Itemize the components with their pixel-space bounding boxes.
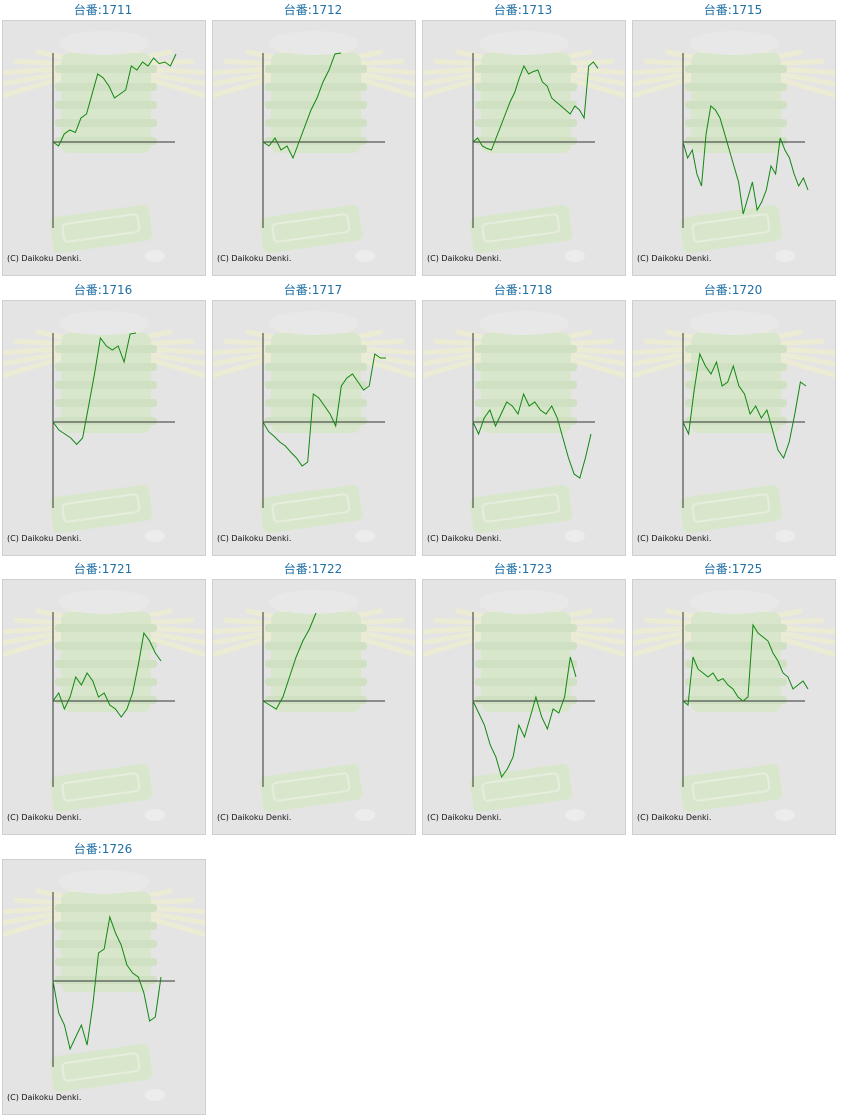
background-art [633, 31, 835, 262]
chart-title[interactable]: 台番:1720 [703, 282, 763, 297]
series-line [52, 914, 162, 1051]
copyright-text: (C) Daikoku Denki. [427, 813, 502, 822]
chart-svg [423, 310, 625, 542]
copyright-text: (C) Daikoku Denki. [427, 533, 502, 543]
machine-chart: 台番:1712 (C) Daikoku Denki. [210, 0, 416, 279]
chart-frame: (C) Daikoku Denki. [632, 20, 836, 276]
background-art [633, 590, 835, 821]
background-art [213, 31, 415, 262]
machine-chart: 台番:1723 (C) Daikoku Denki. [420, 559, 626, 838]
background-art [423, 310, 625, 542]
machine-chart: 台番:1715 (C) Daikoku Denki. [630, 0, 836, 279]
background-art [633, 310, 835, 542]
chart-svg [423, 590, 625, 821]
background-art [423, 31, 625, 262]
copyright-text: (C) Daikoku Denki. [7, 1092, 82, 1102]
background-art [3, 310, 205, 542]
copyright-text: (C) Daikoku Denki. [217, 533, 292, 543]
chart-title[interactable]: 台番:1721 [73, 562, 133, 576]
chart-title[interactable]: 台番:1725 [703, 562, 763, 576]
chart-frame: (C) Daikoku Denki. [2, 579, 206, 835]
copyright-text: (C) Daikoku Denki. [7, 813, 82, 822]
chart-svg [3, 869, 205, 1101]
machine-chart: 台番:1722 (C) Daikoku Denki. [210, 559, 416, 838]
machine-chart: 台番:1720 (C) Daikoku Denki. [630, 280, 836, 559]
chart-title[interactable]: 台番:1712 [283, 3, 343, 17]
series-line [682, 623, 809, 706]
chart-title[interactable]: 台番:1716 [73, 282, 133, 297]
copyright-text: (C) Daikoku Denki. [7, 533, 82, 543]
chart-svg [213, 590, 415, 821]
machine-chart: 台番:1721 (C) Daikoku Denki. [0, 559, 206, 838]
machine-chart: 台番:1717 (C) Daikoku Denki. [210, 280, 416, 559]
chart-title[interactable]: 台番:1711 [73, 3, 133, 17]
copyright-text: (C) Daikoku Denki. [217, 254, 292, 263]
chart-frame: (C) Daikoku Denki. [212, 299, 416, 556]
chart-frame: (C) Daikoku Denki. [422, 20, 626, 276]
chart-svg [213, 310, 415, 542]
background-art [213, 590, 415, 821]
series-line [472, 61, 599, 151]
chart-title[interactable]: 台番:1722 [283, 562, 343, 576]
chart-frame: (C) Daikoku Denki. [632, 579, 836, 835]
series-line [52, 53, 177, 147]
chart-frame: (C) Daikoku Denki. [212, 20, 416, 276]
chart-title[interactable]: 台番:1726 [73, 841, 133, 856]
series-line [52, 631, 162, 718]
series-line [682, 351, 807, 459]
chart-frame: (C) Daikoku Denki. [212, 579, 416, 835]
chart-title[interactable]: 台番:1723 [493, 562, 553, 576]
chart-frame: (C) Daikoku Denki. [2, 299, 206, 556]
chart-svg [633, 31, 835, 262]
series-line [262, 612, 317, 710]
copyright-text: (C) Daikoku Denki. [637, 254, 712, 263]
chart-svg [423, 31, 625, 262]
background-art [3, 590, 205, 821]
machine-chart: 台番:1713 (C) Daikoku Denki. [420, 0, 626, 279]
chart-frame: (C) Daikoku Denki. [632, 299, 836, 556]
copyright-text: (C) Daikoku Denki. [637, 533, 712, 543]
copyright-text: (C) Daikoku Denki. [7, 254, 82, 263]
chart-frame: (C) Daikoku Denki. [2, 20, 206, 276]
chart-svg [633, 310, 835, 542]
chart-frame: (C) Daikoku Denki. [422, 579, 626, 835]
background-art [423, 590, 625, 821]
series-line [262, 52, 342, 160]
series-line [682, 105, 809, 215]
chart-svg [633, 590, 835, 821]
chart-title[interactable]: 台番:1718 [493, 282, 553, 297]
copyright-text: (C) Daikoku Denki. [427, 254, 502, 263]
copyright-text: (C) Daikoku Denki. [217, 813, 292, 822]
chart-title[interactable]: 台番:1717 [283, 282, 343, 297]
series-line [472, 656, 577, 779]
chart-frame: (C) Daikoku Denki. [422, 299, 626, 556]
chart-frame: (C) Daikoku Denki. [2, 858, 206, 1115]
chart-title[interactable]: 台番:1715 [703, 3, 763, 17]
chart-svg [213, 31, 415, 262]
series-line [262, 352, 386, 467]
background-art [3, 31, 205, 262]
machine-chart: 台番:1725 (C) Daikoku Denki. [630, 559, 836, 838]
chart-title[interactable]: 台番:1713 [493, 3, 553, 17]
machine-chart: 台番:1716 (C) Daikoku Denki. [0, 280, 206, 559]
machine-chart: 台番:1726 (C) Daikoku Denki. [0, 839, 206, 1118]
chart-svg [3, 31, 205, 262]
background-art [3, 869, 205, 1101]
machine-chart: 台番:1711 (C) Daikoku Denki. [0, 0, 206, 279]
series-line [472, 392, 592, 479]
chart-svg [3, 310, 205, 542]
machine-chart: 台番:1718 (C) Daikoku Denki. [420, 280, 626, 559]
copyright-text: (C) Daikoku Denki. [637, 813, 712, 822]
background-art [213, 310, 415, 542]
chart-svg [3, 590, 205, 821]
series-line [52, 332, 137, 445]
